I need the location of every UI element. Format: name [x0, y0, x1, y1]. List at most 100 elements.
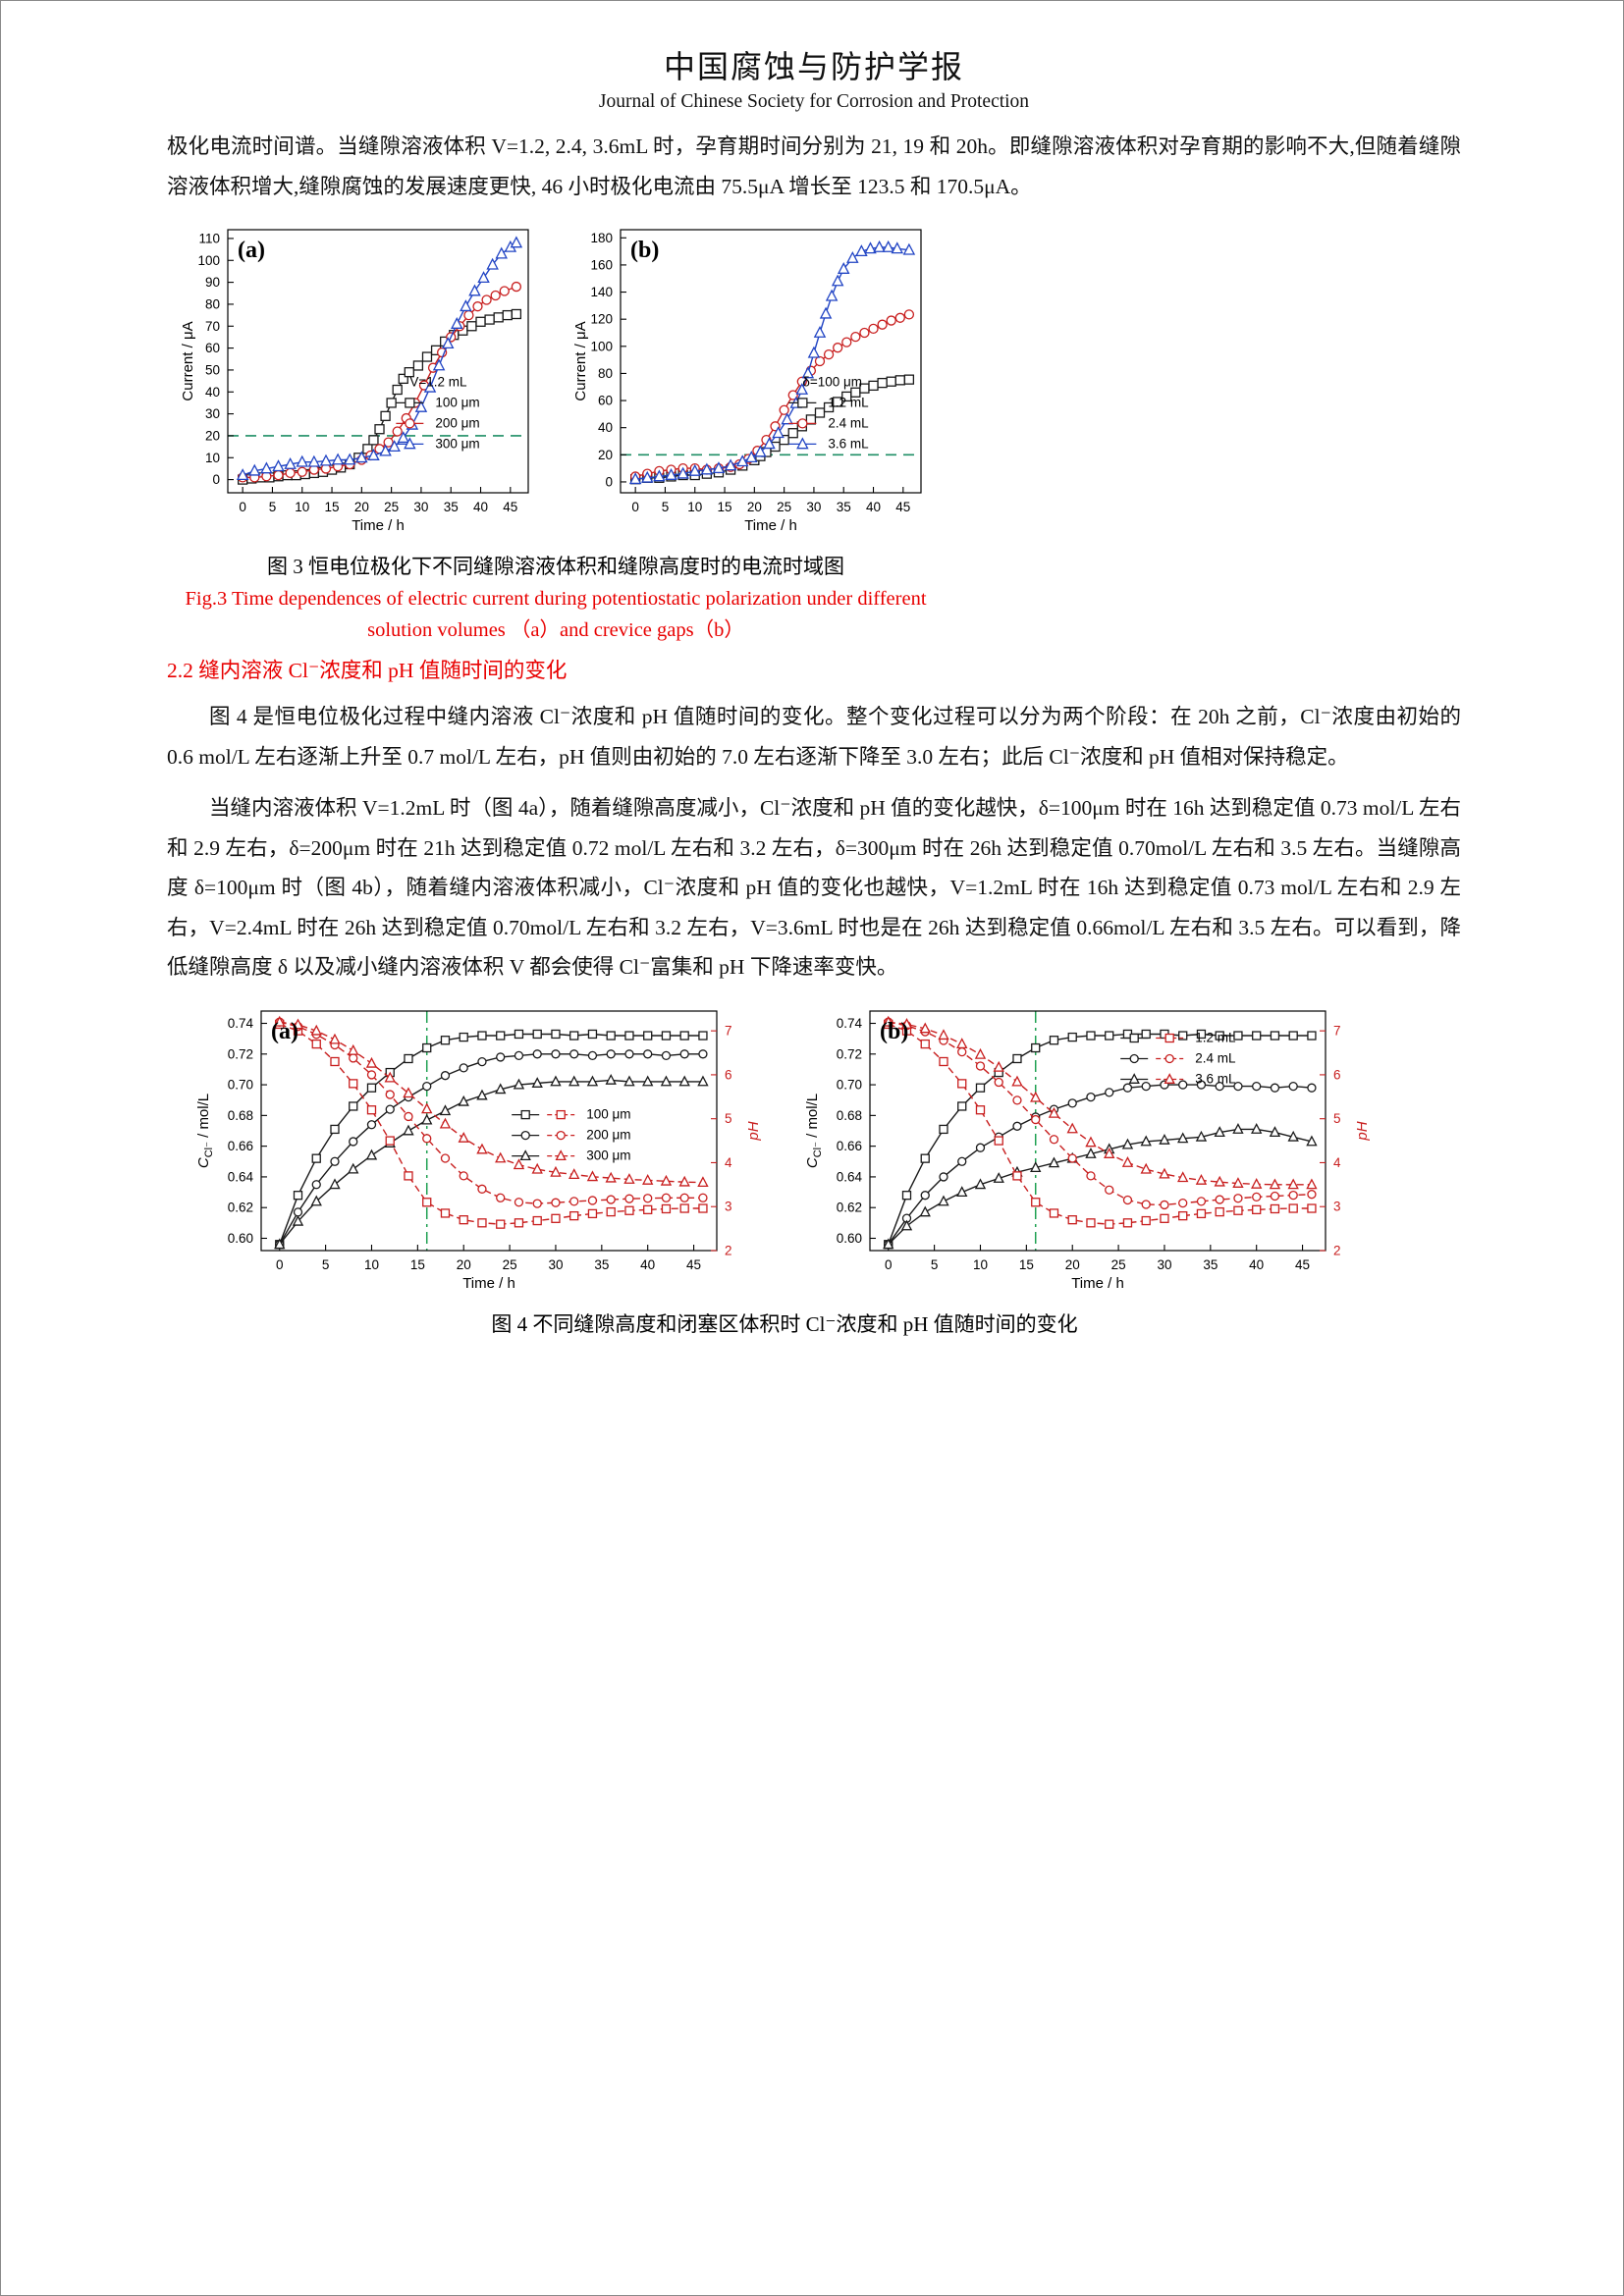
svg-text:0.68: 0.68: [837, 1107, 862, 1122]
svg-text:Current / μA: Current / μA: [180, 321, 196, 400]
svg-text:20: 20: [205, 428, 220, 443]
svg-text:70: 70: [205, 319, 220, 334]
fig3a-chart-svg: 0 5 10 15 20 25 30 35 40 45 0 10 20 30 40 50 60 70 80 90 100…: [180, 229, 529, 534]
svg-text:200 μm: 200 μm: [586, 1127, 630, 1142]
svg-text:100 μm: 100 μm: [586, 1106, 630, 1121]
svg-text:5: 5: [725, 1111, 732, 1126]
svg-text:7: 7: [1333, 1023, 1341, 1038]
svg-text:Time / h: Time / h: [462, 1275, 515, 1292]
svg-text:45: 45: [895, 500, 910, 514]
svg-text:120: 120: [590, 312, 613, 327]
svg-text:90: 90: [205, 275, 220, 290]
svg-text:Time / h: Time / h: [352, 517, 405, 534]
figure-4: 0 5 10 15 20 25 30 35 40 45 0.60 0.62 0.64 0.66 0.68 0.…: [192, 1000, 1377, 1341]
fig4b-chart-svg: 0 5 10 15 20 25 30 35 40 450.600.620.640.660.680.…: [804, 1009, 1371, 1292]
svg-text:10: 10: [205, 451, 220, 465]
svg-text:pH: pH: [1354, 1121, 1371, 1141]
svg-text:0.66: 0.66: [228, 1139, 253, 1153]
svg-text:pH: pH: [745, 1121, 762, 1141]
svg-text:80: 80: [205, 296, 220, 311]
svg-text:(a): (a): [238, 238, 265, 263]
svg-text:1.2 mL: 1.2 mL: [828, 395, 869, 409]
svg-text:25: 25: [1111, 1257, 1126, 1272]
svg-text:4: 4: [1333, 1154, 1341, 1169]
fig4-chart-b: 0 5 10 15 20 25 30 35 40 45 0.60 0.62 0.64 0.66 0.68 0.…: [801, 1000, 1377, 1301]
svg-text:300 μm: 300 μm: [586, 1148, 630, 1162]
svg-text:45: 45: [686, 1257, 701, 1272]
svg-text:50: 50: [205, 362, 220, 377]
svg-text:1.2 mL: 1.2 mL: [1195, 1030, 1236, 1044]
svg-text:0.66: 0.66: [837, 1139, 862, 1153]
svg-text:3.6 mL: 3.6 mL: [828, 436, 869, 451]
svg-text:140: 140: [590, 285, 613, 299]
svg-text:0.72: 0.72: [837, 1046, 862, 1061]
svg-text:200 μm: 200 μm: [435, 415, 479, 430]
svg-text:4: 4: [725, 1154, 732, 1169]
svg-text:40: 40: [205, 385, 220, 400]
svg-text:0.62: 0.62: [228, 1200, 253, 1214]
fig3-caption-zh: 图 3 恒电位极化下不同缝隙溶液体积和缝隙高度时的电流时域图: [267, 555, 844, 578]
svg-text:35: 35: [444, 500, 459, 514]
svg-text:0.72: 0.72: [228, 1046, 253, 1061]
svg-text:7: 7: [725, 1023, 732, 1038]
svg-text:3.6 mL: 3.6 mL: [1195, 1071, 1236, 1086]
svg-text:0.64: 0.64: [228, 1169, 254, 1184]
svg-text:Time / h: Time / h: [744, 517, 797, 534]
svg-text:(b): (b): [880, 1019, 908, 1044]
svg-text:100: 100: [197, 253, 220, 268]
svg-text:5: 5: [269, 500, 277, 514]
svg-text:35: 35: [1203, 1257, 1218, 1272]
svg-text:160: 160: [590, 257, 613, 272]
svg-text:5: 5: [322, 1257, 330, 1272]
svg-text:6: 6: [725, 1067, 732, 1082]
svg-text:2: 2: [725, 1243, 732, 1257]
figure-4-charts: 0 5 10 15 20 25 30 35 40 45 0.60 0.62 0.64 0.66 0.68 0.…: [192, 1000, 1377, 1301]
svg-text:0.64: 0.64: [837, 1169, 863, 1184]
svg-text:3: 3: [1333, 1199, 1341, 1213]
svg-text:15: 15: [1019, 1257, 1034, 1272]
svg-text:0.62: 0.62: [837, 1200, 862, 1214]
journal-title-en: Journal of Chinese Society for Corrosion…: [598, 91, 1030, 112]
svg-text:δ=100 μm: δ=100 μm: [802, 374, 862, 389]
svg-text:25: 25: [503, 1257, 517, 1272]
svg-text:5: 5: [662, 500, 670, 514]
svg-text:Current / μA: Current / μA: [572, 321, 589, 400]
fig4-caption-zh: 图 4 不同缝隙高度和闭塞区体积时 Cl⁻浓度和 pH 值随时间的变化: [491, 1311, 1078, 1336]
svg-text:0: 0: [631, 500, 639, 514]
fig3-caption-en-line1: Fig.3 Time dependences of electric curre…: [185, 588, 927, 610]
paragraph-1: 极化电流时间谱。当缝隙溶液体积 V=1.2, 2.4, 3.6mL 时，孕育期时…: [167, 134, 1461, 198]
svg-text:20: 20: [747, 500, 762, 514]
svg-text:30: 30: [548, 1257, 563, 1272]
svg-text:40: 40: [640, 1257, 655, 1272]
section-heading-2-2: 2.2 缝内溶液 Cl⁻浓度和 pH 值随时间的变化: [167, 659, 568, 682]
svg-text:(a): (a): [271, 1019, 298, 1044]
svg-text:300 μm: 300 μm: [435, 436, 479, 451]
svg-text:10: 10: [295, 500, 309, 514]
svg-text:35: 35: [594, 1257, 609, 1272]
svg-text:20: 20: [354, 500, 369, 514]
svg-text:Time / h: Time / h: [1071, 1275, 1124, 1292]
svg-text:35: 35: [837, 500, 851, 514]
journal-title-zh: 中国腐蚀与防护学报: [663, 49, 964, 84]
svg-text:0: 0: [885, 1257, 893, 1272]
svg-text:20: 20: [598, 448, 613, 462]
svg-text:6: 6: [1333, 1067, 1341, 1082]
svg-text:10: 10: [973, 1257, 988, 1272]
svg-text:0.70: 0.70: [837, 1077, 862, 1092]
svg-text:CCl⁻ / mol/L: CCl⁻ / mol/L: [195, 1093, 215, 1167]
svg-text:25: 25: [384, 500, 399, 514]
svg-text:10: 10: [687, 500, 702, 514]
svg-text:40: 40: [866, 500, 881, 514]
svg-text:45: 45: [1295, 1257, 1310, 1272]
svg-text:2.4 mL: 2.4 mL: [828, 415, 869, 430]
svg-text:(b): (b): [630, 238, 659, 263]
figure-3-charts: 0 5 10 15 20 25 30 35 40 45 0 10 20 30 40 50 60 70 80 90 100…: [177, 220, 935, 543]
fig3-chart-a: 0 5 10 15 20 25 30 35 40 45 0 10 20 30 40 50 60 70 80 90 100…: [177, 220, 542, 543]
svg-text:30: 30: [1157, 1257, 1171, 1272]
svg-text:0.68: 0.68: [228, 1107, 253, 1122]
paragraph-2: 图 4 是恒电位极化过程中缝内溶液 Cl⁻浓度和 pH 值随时间的变化。整个变化…: [167, 705, 1461, 769]
svg-text:0.74: 0.74: [837, 1016, 863, 1031]
svg-text:100: 100: [590, 339, 613, 353]
fig4-chart-a: 0 5 10 15 20 25 30 35 40 45 0.60 0.62 0.64 0.66 0.68 0.…: [192, 1000, 768, 1301]
